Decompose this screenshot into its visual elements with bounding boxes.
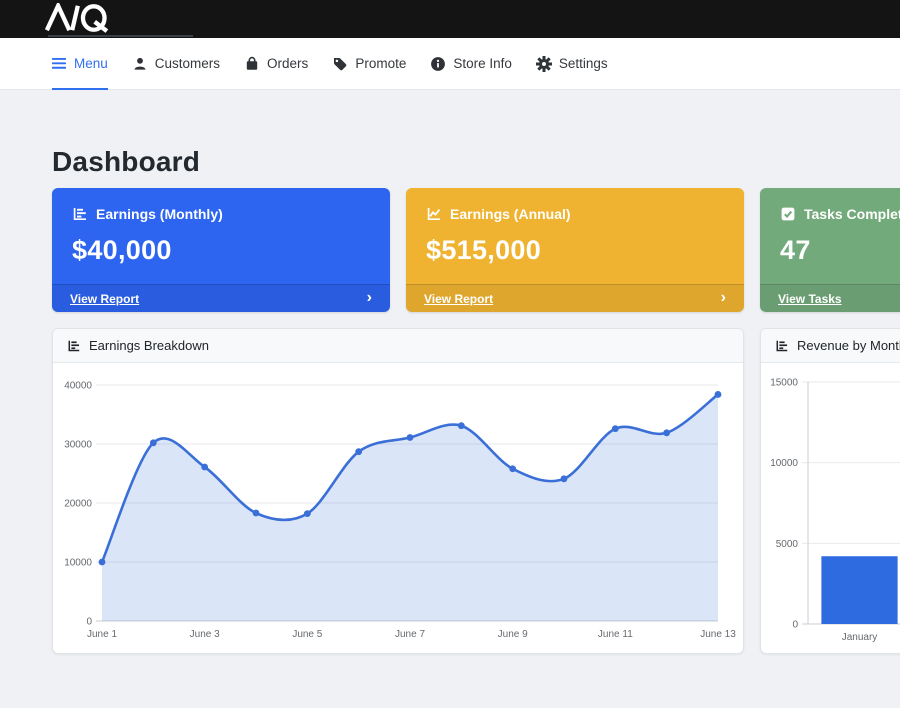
hamburger-icon [52, 58, 66, 69]
panel-header: Earnings Breakdown [53, 329, 743, 363]
brand-underline [48, 35, 193, 37]
svg-text:June 11: June 11 [598, 629, 633, 640]
main-content: Dashboard Earnings (Monthly) $40,000 [0, 90, 900, 654]
chart-icon [68, 340, 80, 351]
tag-icon [334, 57, 347, 70]
svg-text:0: 0 [86, 617, 92, 628]
svg-text:40000: 40000 [64, 381, 92, 392]
nav-item-settings[interactable]: Settings [535, 38, 608, 89]
nav-item-customers[interactable]: Customers [132, 38, 220, 89]
chevron-right-icon: › [366, 288, 372, 306]
panel-earnings-breakdown: Earnings Breakdown 0 10000 20000 30000 40000… [52, 328, 744, 654]
info-icon [431, 56, 446, 71]
charts-row: Earnings Breakdown 0 10000 20000 30000 40000… [52, 328, 900, 654]
card-body: Tasks Completed 47 [760, 188, 900, 266]
check-square-icon [781, 207, 795, 221]
nav-label: Orders [267, 56, 309, 71]
svg-text:June 3: June 3 [190, 629, 220, 640]
svg-text:June 7: June 7 [395, 629, 425, 640]
card-link-label: View Report [424, 291, 494, 306]
svg-text:June 9: June 9 [498, 629, 528, 640]
nav-label: Menu [74, 56, 108, 71]
panel-title: Revenue by Month [797, 338, 900, 353]
nav-item-orders[interactable]: Orders [244, 38, 308, 89]
card-value: $40,000 [72, 235, 172, 265]
nav-label: Settings [558, 56, 608, 71]
revenue-by-month-chart: 0 5000 10000 15000 January [761, 363, 900, 653]
nav-label: Promote [355, 56, 407, 71]
brand-logo[interactable] [42, 3, 193, 37]
stat-card-earnings-annual: Earnings (Annual) $515,000 View Report › [406, 188, 744, 312]
nav-item-promote[interactable]: Promote [332, 38, 406, 89]
card-body: Earnings (Monthly) $40,000 [52, 188, 390, 266]
nav-label: Customers [154, 56, 221, 71]
bar-chart-icon [73, 208, 86, 221]
card-link-label: View Report [70, 291, 140, 306]
svg-text:30000: 30000 [64, 440, 92, 451]
page-title: Dashboard [52, 146, 201, 177]
card-value: $515,000 [426, 235, 542, 265]
svg-text:June 1: June 1 [87, 629, 117, 640]
card-body: Earnings (Annual) $515,000 [406, 188, 744, 266]
stat-card-earnings-monthly: Earnings (Monthly) $40,000 View Report › [52, 188, 390, 312]
view-tasks-link[interactable]: View Tasks › [760, 284, 900, 312]
brand-logo-graphic [44, 3, 109, 33]
svg-text:June 13: June 13 [700, 629, 736, 640]
view-report-link[interactable]: View Report › [52, 284, 390, 312]
app-root: Menu Customers Orders Promote [0, 0, 900, 654]
svg-text:0: 0 [792, 620, 798, 631]
svg-text:20000: 20000 [64, 499, 92, 510]
card-title: Earnings (Monthly) [96, 206, 223, 222]
stat-card-tasks-completed: Tasks Completed 47 View Tasks › [760, 188, 900, 312]
card-title: Earnings (Annual) [450, 206, 571, 222]
svg-text:January: January [842, 632, 878, 643]
panel-revenue-by-month: Revenue by Month 0 5000 10000 15000 January [760, 328, 900, 654]
panel-title: Earnings Breakdown [89, 338, 209, 353]
card-link-label: View Tasks [778, 291, 842, 306]
stat-cards-row: Earnings (Monthly) $40,000 View Report › [52, 188, 900, 312]
nav-label: Store Info [453, 56, 512, 71]
svg-text:5000: 5000 [776, 539, 799, 550]
card-title: Tasks Completed [804, 206, 900, 222]
view-report-link[interactable]: View Report › [406, 284, 744, 312]
svg-text:10000: 10000 [770, 458, 798, 469]
gear-icon [535, 55, 552, 72]
svg-text:10000: 10000 [64, 558, 92, 569]
person-icon [134, 57, 146, 70]
bag-icon [246, 56, 258, 70]
chart-icon [776, 340, 788, 351]
panel-header: Revenue by Month [761, 329, 900, 363]
chevron-right-icon: › [720, 288, 726, 306]
nav-item-store-info[interactable]: Store Info [430, 38, 512, 89]
topbar [0, 0, 900, 38]
card-value: 47 [780, 235, 811, 265]
main-nav: Menu Customers Orders Promote [0, 38, 900, 90]
earnings-breakdown-chart: 0 10000 20000 30000 40000 June 1 June 3 June 5 J… [53, 363, 743, 653]
line-chart-icon [427, 208, 441, 221]
svg-text:June 5: June 5 [292, 629, 322, 640]
nav-item-menu[interactable]: Menu [52, 38, 108, 90]
svg-text:15000: 15000 [770, 378, 798, 389]
